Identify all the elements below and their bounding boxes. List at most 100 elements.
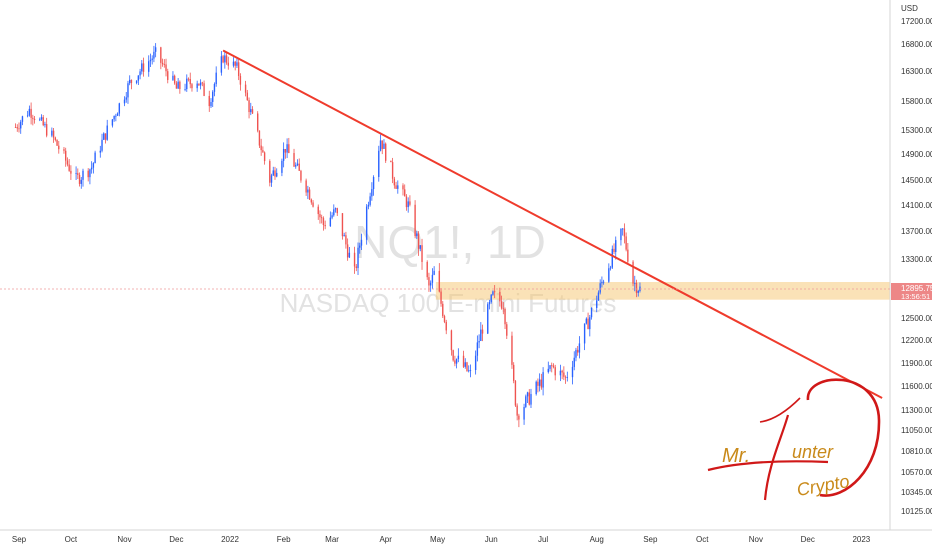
candle (443, 314, 446, 324)
candle (32, 114, 34, 126)
candle (371, 182, 373, 201)
candle (637, 289, 639, 297)
trendline-layer (222, 49, 883, 399)
candle (336, 207, 338, 216)
candle (251, 106, 254, 115)
candle (322, 216, 325, 231)
candle (390, 160, 392, 163)
candle (288, 137, 290, 154)
candle (212, 90, 214, 108)
candle (305, 178, 307, 196)
candle (608, 263, 610, 283)
candle (381, 140, 383, 155)
candle (250, 102, 252, 116)
last-price-value: 12895.75 (901, 284, 932, 293)
candle (442, 301, 444, 319)
candle (530, 388, 532, 409)
y-axis[interactable]: 10125.00 10345.00 10570.00 10810.00 11050.00… (901, 17, 932, 516)
candle (518, 413, 520, 428)
y-tick-label: 14900.00 (901, 150, 932, 159)
support-zone (435, 282, 890, 300)
last-price-label: 12895.75 13:56:51 (891, 283, 932, 301)
candle (284, 148, 287, 159)
candle (502, 302, 505, 315)
candle (30, 102, 32, 125)
candle (224, 51, 226, 69)
candle (39, 117, 41, 122)
x-tick-label: Sep (643, 535, 658, 544)
candle (488, 299, 491, 310)
y-tick-label: 12200.00 (901, 336, 932, 345)
candle (165, 58, 167, 77)
candle (101, 133, 103, 153)
candle (33, 116, 36, 124)
x-tick-label: Feb (277, 535, 291, 544)
candle (566, 371, 569, 382)
candle (359, 242, 361, 254)
x-tick-label: Oct (696, 535, 709, 544)
candle (213, 82, 216, 97)
candle (153, 45, 155, 63)
y-tick-label: 13700.00 (901, 227, 932, 236)
candle (578, 336, 581, 359)
candle (596, 295, 598, 313)
candle (378, 145, 380, 182)
y-tick-label: 15800.00 (901, 97, 932, 106)
candle (222, 54, 224, 64)
candle (94, 150, 96, 164)
candle (256, 111, 259, 133)
candle (585, 317, 588, 325)
candle (564, 375, 567, 384)
candle (590, 307, 593, 320)
candle (384, 142, 387, 163)
candle (333, 204, 335, 217)
y-tick-label: 10125.00 (901, 507, 932, 516)
y-tick-label: 10570.00 (901, 468, 932, 477)
candle (308, 187, 311, 201)
candle (551, 362, 553, 373)
candle (148, 55, 150, 77)
candle (163, 59, 165, 68)
candle (272, 166, 274, 177)
candle (52, 127, 55, 143)
countdown-value: 13:56:51 (901, 292, 930, 301)
candle (103, 132, 105, 141)
candle (127, 80, 129, 104)
candle (115, 113, 117, 122)
candle (355, 264, 357, 272)
candle (552, 363, 555, 369)
trendline[interactable] (222, 49, 883, 399)
candle (433, 266, 435, 276)
candle (455, 358, 458, 369)
x-tick-label: Jun (485, 535, 498, 544)
candle (391, 157, 394, 184)
candle (397, 180, 399, 194)
candle (468, 365, 470, 373)
candle (239, 73, 242, 91)
candle (276, 168, 278, 178)
candle (320, 214, 323, 224)
candle (540, 373, 543, 390)
x-tick-label: Dec (801, 535, 815, 544)
signature-line2: unter (792, 442, 834, 462)
x-axis[interactable]: Sep Oct Nov Dec 2022 Feb Mar Apr May Jun Jul Aug Sep… (12, 535, 871, 544)
candle (90, 161, 93, 174)
candle (490, 294, 492, 304)
candle (526, 391, 529, 403)
candle (234, 60, 236, 71)
candle (369, 192, 371, 207)
candle (210, 98, 212, 109)
candle (16, 124, 18, 132)
candle (395, 181, 397, 190)
candle (227, 56, 229, 70)
candle (130, 79, 133, 90)
candle (310, 198, 313, 205)
candle (466, 361, 468, 372)
candle (620, 228, 622, 246)
candle (623, 223, 626, 244)
candle (516, 403, 518, 421)
candle (198, 83, 200, 86)
candle (208, 90, 210, 112)
